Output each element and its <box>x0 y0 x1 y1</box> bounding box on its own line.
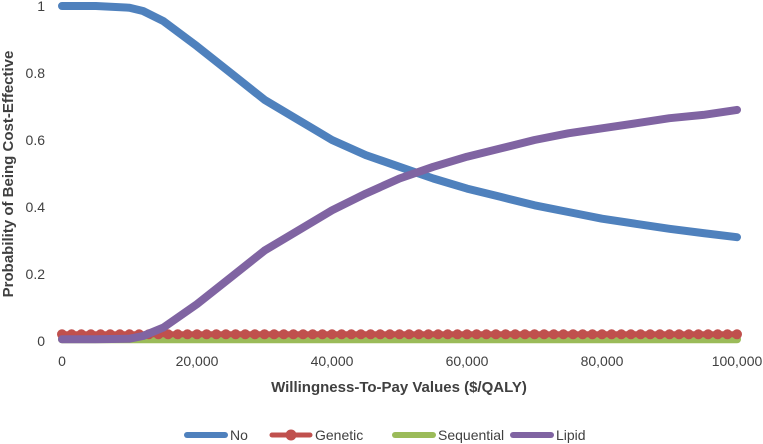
series-point-genetic <box>336 329 347 340</box>
series-point-genetic <box>307 329 318 340</box>
series-point-genetic <box>355 329 366 340</box>
series-point-genetic <box>442 329 453 340</box>
series-point-genetic <box>664 329 675 340</box>
series-point-genetic <box>712 329 723 340</box>
y-tick-label: 0 <box>37 333 45 349</box>
series-point-genetic <box>298 329 309 340</box>
tick-labels: 0 20,000 40,000 60,000 80,000 100,000 0 0.2 0.4 0… <box>26 0 763 369</box>
y-tick-label: 0.4 <box>26 199 46 215</box>
x-tick-label: 40,000 <box>311 353 354 369</box>
series-point-genetic <box>269 329 280 340</box>
series-point-genetic <box>452 329 463 340</box>
legend: No Genetic Sequential Lipid <box>184 427 586 443</box>
series-line-no <box>58 2 741 242</box>
series-point-genetic <box>481 329 492 340</box>
series-lipid <box>58 105 741 344</box>
series-point-genetic <box>462 329 472 340</box>
series-point-genetic <box>220 329 231 340</box>
series-group <box>57 2 742 344</box>
legend-label-no: No <box>230 427 248 443</box>
series-point-genetic <box>577 329 588 340</box>
series-point-genetic <box>529 329 540 340</box>
series-point-genetic <box>240 329 251 340</box>
series-point-genetic <box>548 329 559 340</box>
legend-label-lipid: Lipid <box>556 427 586 443</box>
series-point-genetic <box>375 329 386 340</box>
x-tick-label: 20,000 <box>176 353 219 369</box>
series-point-genetic <box>606 329 617 340</box>
series-point-genetic <box>278 329 289 340</box>
series-no <box>58 2 741 242</box>
y-axis-title: Probability of Being Cost-Effective <box>0 51 17 298</box>
legend-item-no: No <box>184 427 248 443</box>
series-point-genetic <box>317 329 328 340</box>
series-point-genetic <box>172 329 183 340</box>
series-point-genetic <box>674 329 685 340</box>
series-point-genetic <box>192 329 202 340</box>
series-point-genetic <box>587 329 598 340</box>
legend-marker-genetic <box>285 429 297 441</box>
series-point-genetic <box>693 329 704 340</box>
series-point-genetic <box>230 329 241 340</box>
series-point-genetic <box>597 329 607 340</box>
series-point-genetic <box>558 329 569 340</box>
series-point-genetic <box>404 329 415 340</box>
series-line-lipid <box>58 105 741 344</box>
series-point-genetic <box>471 329 482 340</box>
series-point-genetic <box>249 329 260 340</box>
series-point-genetic <box>490 329 501 340</box>
series-point-genetic <box>568 329 579 340</box>
series-point-genetic <box>683 329 694 340</box>
series-point-genetic <box>645 329 656 340</box>
y-tick-label: 0.6 <box>26 132 46 148</box>
series-point-genetic <box>211 329 222 340</box>
x-tick-label: 0 <box>58 353 66 369</box>
legend-label-sequential: Sequential <box>438 427 504 443</box>
series-point-genetic <box>163 329 174 340</box>
series-point-genetic <box>703 329 714 340</box>
series-point-genetic <box>394 329 405 340</box>
x-tick-label: 100,000 <box>712 353 763 369</box>
series-point-genetic <box>384 329 395 340</box>
series-point-genetic <box>413 329 424 340</box>
series-point-genetic <box>616 329 627 340</box>
series-point-genetic <box>500 329 511 340</box>
legend-label-genetic: Genetic <box>315 427 363 443</box>
series-point-genetic <box>201 329 212 340</box>
series-point-genetic <box>722 329 733 340</box>
series-point-genetic <box>732 329 742 340</box>
y-tick-label: 0.2 <box>26 266 46 282</box>
x-tick-label: 80,000 <box>581 353 624 369</box>
series-point-genetic <box>327 329 337 340</box>
y-tick-label: 1 <box>37 0 45 14</box>
series-point-genetic <box>519 329 530 340</box>
legend-item-genetic: Genetic <box>269 427 363 443</box>
y-tick-label: 0.8 <box>26 65 46 81</box>
legend-item-sequential: Sequential <box>392 427 504 443</box>
series-point-genetic <box>433 329 444 340</box>
series-point-genetic <box>182 329 193 340</box>
series-point-genetic <box>539 329 550 340</box>
series-point-genetic <box>654 329 665 340</box>
legend-item-lipid: Lipid <box>510 427 586 443</box>
series-point-genetic <box>365 329 376 340</box>
series-point-genetic <box>259 329 270 340</box>
series-point-genetic <box>510 329 521 340</box>
x-tick-label: 60,000 <box>446 353 489 369</box>
x-axis-title: Willingness-To-Pay Values ($/QALY) <box>271 379 527 396</box>
series-point-genetic <box>625 329 636 340</box>
series-point-genetic <box>288 329 299 340</box>
series-point-genetic <box>346 329 357 340</box>
series-point-genetic <box>635 329 646 340</box>
series-point-genetic <box>423 329 434 340</box>
